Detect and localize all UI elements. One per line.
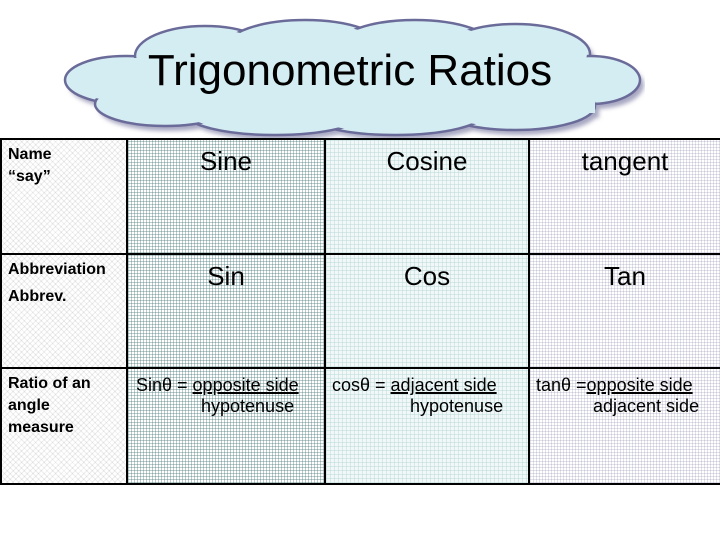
row-header-line: measure: [8, 419, 74, 436]
sine-abbrev: Sin: [207, 261, 245, 291]
row-header-ratio: Ratio of an angle measure: [0, 367, 128, 485]
cosine-name: Cosine: [386, 146, 468, 176]
tangent-ratio-denominator: adjacent side: [593, 396, 700, 416]
row-header-line: angle: [8, 397, 50, 414]
tangent-ratio-lhs: tanθ =: [536, 375, 587, 395]
cell-tangent-ratio: tanθ =opposite side adjacent side: [528, 367, 720, 485]
cell-tangent-abbrev: Tan: [528, 253, 720, 369]
page-title: Trigonometric Ratios: [147, 46, 553, 95]
cosine-ratio-numerator: adjacent side: [390, 375, 497, 395]
row-header-line: Abbrev.: [8, 288, 67, 305]
tangent-abbrev: Tan: [604, 261, 646, 291]
row-header-line: Ratio of an: [8, 375, 91, 392]
trig-ratios-table: Name “say” Sine Cosine tangent Abbreviat…: [0, 138, 720, 485]
sine-ratio-numerator: opposite side: [192, 375, 299, 395]
row-header-line: Abbreviation: [8, 261, 106, 278]
table-row-name: Name “say” Sine Cosine tangent: [0, 138, 720, 255]
cell-cosine-name: Cosine: [324, 138, 530, 255]
cell-sine-name: Sine: [126, 138, 326, 255]
cosine-ratio: cosθ = adjacent side hypotenuse: [326, 369, 528, 417]
row-header-line: Name: [8, 146, 52, 163]
row-header-abbreviation: Abbreviation Abbrev.: [0, 253, 128, 369]
cosine-abbrev: Cos: [403, 261, 451, 291]
cell-sine-ratio: Sinθ = opposite side hypotenuse: [126, 367, 326, 485]
cell-sine-abbrev: Sin: [126, 253, 326, 369]
sine-ratio-lhs: Sinθ =: [136, 375, 193, 395]
cell-tangent-name: tangent: [528, 138, 720, 255]
cosine-ratio-lhs: cosθ =: [332, 375, 391, 395]
sine-name: Sine: [199, 146, 253, 176]
sine-ratio: Sinθ = opposite side hypotenuse: [128, 369, 324, 417]
row-header-name: Name “say”: [0, 138, 128, 255]
sine-ratio-denominator: hypotenuse: [201, 396, 295, 416]
cell-cosine-abbrev: Cos: [324, 253, 530, 369]
tangent-ratio-numerator: opposite side: [586, 375, 693, 395]
table-row-ratio: Ratio of an angle measure Sinθ = opposit…: [0, 367, 720, 485]
cell-cosine-ratio: cosθ = adjacent side hypotenuse: [324, 367, 530, 485]
title-cloud: Trigonometric Ratios: [55, 18, 645, 138]
tangent-name: tangent: [581, 146, 669, 176]
cosine-ratio-denominator: hypotenuse: [410, 396, 504, 416]
cloud-shape: [63, 18, 644, 138]
tangent-ratio: tanθ =opposite side adjacent side: [530, 369, 720, 417]
row-header-line: “say”: [8, 168, 51, 185]
table-row-abbreviation: Abbreviation Abbrev. Sin Cos Tan: [0, 253, 720, 369]
